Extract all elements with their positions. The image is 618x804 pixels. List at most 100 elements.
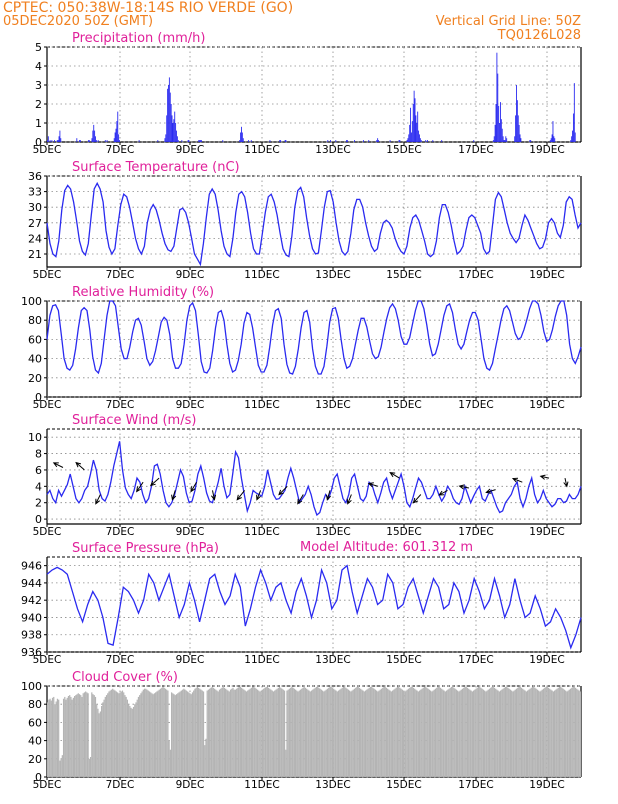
wind-arrow (136, 481, 144, 493)
humidity-x-tick-label: 7DEC (106, 399, 135, 411)
cloud-cover-bar (135, 702, 137, 777)
cloud-cover-bar (304, 687, 307, 777)
cloud-cover-bar (463, 687, 465, 777)
cloud-cover-bar (200, 689, 202, 777)
cloud-cover-bar (470, 690, 472, 777)
cloud-cover-bar (146, 689, 148, 777)
wind-arrow (171, 490, 177, 501)
temperature-title: Surface Temperature (nC) (72, 160, 240, 175)
cloud-cover-bar (388, 689, 390, 777)
precipitation-bar (554, 138, 556, 142)
cloud-cover-bar (116, 692, 119, 777)
cloud-cover-bar (536, 689, 539, 777)
cloud-cover-bar (443, 690, 445, 777)
pressure-x-tick-label: 11DEC (244, 654, 279, 666)
cloud-cover-bar (454, 688, 456, 777)
cloud-cover-bar (213, 688, 216, 777)
cloud-cover-bar (291, 686, 293, 777)
humidity-title: Relative Humidity (%) (72, 285, 214, 300)
temperature-y-tick-label: 21 (28, 248, 42, 261)
cloud-cover-bar (166, 689, 168, 777)
cloud-cover-bar (227, 690, 229, 777)
cloud-cover-bar (175, 694, 178, 777)
cloud-cover-bar (363, 691, 365, 777)
precipitation-x-tick-label: 15DEC (386, 144, 421, 156)
precipitation-x-tick-label: 17DEC (458, 144, 493, 156)
cloud-cover-x-tick-label: 19DEC (529, 779, 564, 791)
temperature-x-tick-label: 15DEC (386, 269, 421, 281)
cloud-cover-bar (76, 694, 78, 777)
cloud-cover-bar (555, 689, 557, 777)
precipitation-bar (166, 115, 168, 142)
cloud-cover-bar (414, 688, 416, 777)
cloud-cover-bar (334, 689, 336, 777)
cloud-cover-bar (285, 749, 287, 777)
cloud-cover-bar (155, 692, 157, 777)
cloud-cover-bar (296, 690, 298, 777)
cloud-cover-bar (432, 690, 434, 777)
wind-arrow (297, 494, 304, 505)
cloud-cover-bar (415, 689, 417, 777)
wind-arrow (326, 490, 331, 501)
precipitation-bar (406, 140, 408, 142)
cloud-cover-bar (361, 689, 363, 777)
cloud-cover-bar (307, 689, 309, 777)
cloud-cover-x-tick-label: 15DEC (386, 779, 421, 791)
cloud-cover-bar (215, 689, 217, 777)
cloud-cover-bar (113, 689, 115, 777)
cloud-cover-bar (221, 687, 223, 777)
temperature-series-line (46, 181, 582, 267)
cloud-cover-bar (78, 694, 81, 777)
precipitation-bar (168, 77, 170, 142)
cloud-cover-y-tick-label: 60 (28, 716, 42, 729)
precipitation-bar (413, 90, 415, 142)
cloud-cover-bar (453, 687, 455, 777)
cloud-cover-bar (468, 688, 470, 777)
precipitation-bar (164, 138, 166, 142)
precipitation-bar (414, 98, 416, 142)
cloud-cover-bar (323, 691, 325, 777)
cloud-cover-bar (506, 686, 508, 777)
cloud-cover-bar (377, 691, 379, 777)
cloud-cover-bar (279, 686, 281, 777)
cloud-cover-bar (306, 688, 308, 777)
cloud-cover-x-tick-label: 13DEC (315, 779, 350, 791)
precipitation-bar (176, 136, 178, 142)
precipitation-bar (497, 73, 499, 142)
cloud-cover-bar (509, 689, 512, 777)
cloud-cover-bar (561, 687, 563, 777)
precipitation-bar (551, 134, 553, 142)
cloud-cover-bar (205, 738, 207, 777)
wind-x-tick-label: 9DEC (176, 526, 205, 538)
cloud-cover-bar (410, 686, 412, 777)
precipitation-bar (93, 124, 95, 142)
cloud-cover-bar (185, 690, 187, 777)
cloud-cover-bar (107, 693, 109, 777)
wind-x-tick-label: 7DEC (106, 526, 135, 538)
cloud-cover-bar (137, 696, 140, 777)
cloud-cover-bar (206, 690, 208, 777)
precipitation-bar (165, 134, 167, 142)
cloud-cover-bar (418, 690, 421, 777)
precipitation-bar (346, 140, 348, 142)
precipitation-bar (553, 136, 555, 142)
cloud-cover-bar (542, 688, 545, 777)
cloud-cover-bar (485, 691, 487, 777)
cloud-cover-bar (353, 688, 356, 777)
pressure-x-tick-label: 17DEC (458, 654, 493, 666)
cloud-cover-bar (512, 691, 514, 777)
precipitation-bar (60, 138, 62, 142)
wind-arrow (75, 461, 85, 471)
precipitation-y-tick-label: 5 (35, 41, 42, 54)
cloud-cover-bar (356, 686, 358, 777)
cloud-cover-bar (469, 689, 471, 777)
wind-y-tick-label: 6 (35, 464, 42, 477)
temperature-y-tick-label: 27 (28, 217, 42, 230)
cloud-cover-bar (452, 686, 454, 777)
precipitation-bar (114, 132, 116, 142)
cloud-cover-bar (541, 689, 543, 777)
humidity-x-tick-label: 17DEC (458, 399, 493, 411)
cloud-cover-bar (345, 687, 347, 777)
wind-arrow (539, 474, 550, 480)
